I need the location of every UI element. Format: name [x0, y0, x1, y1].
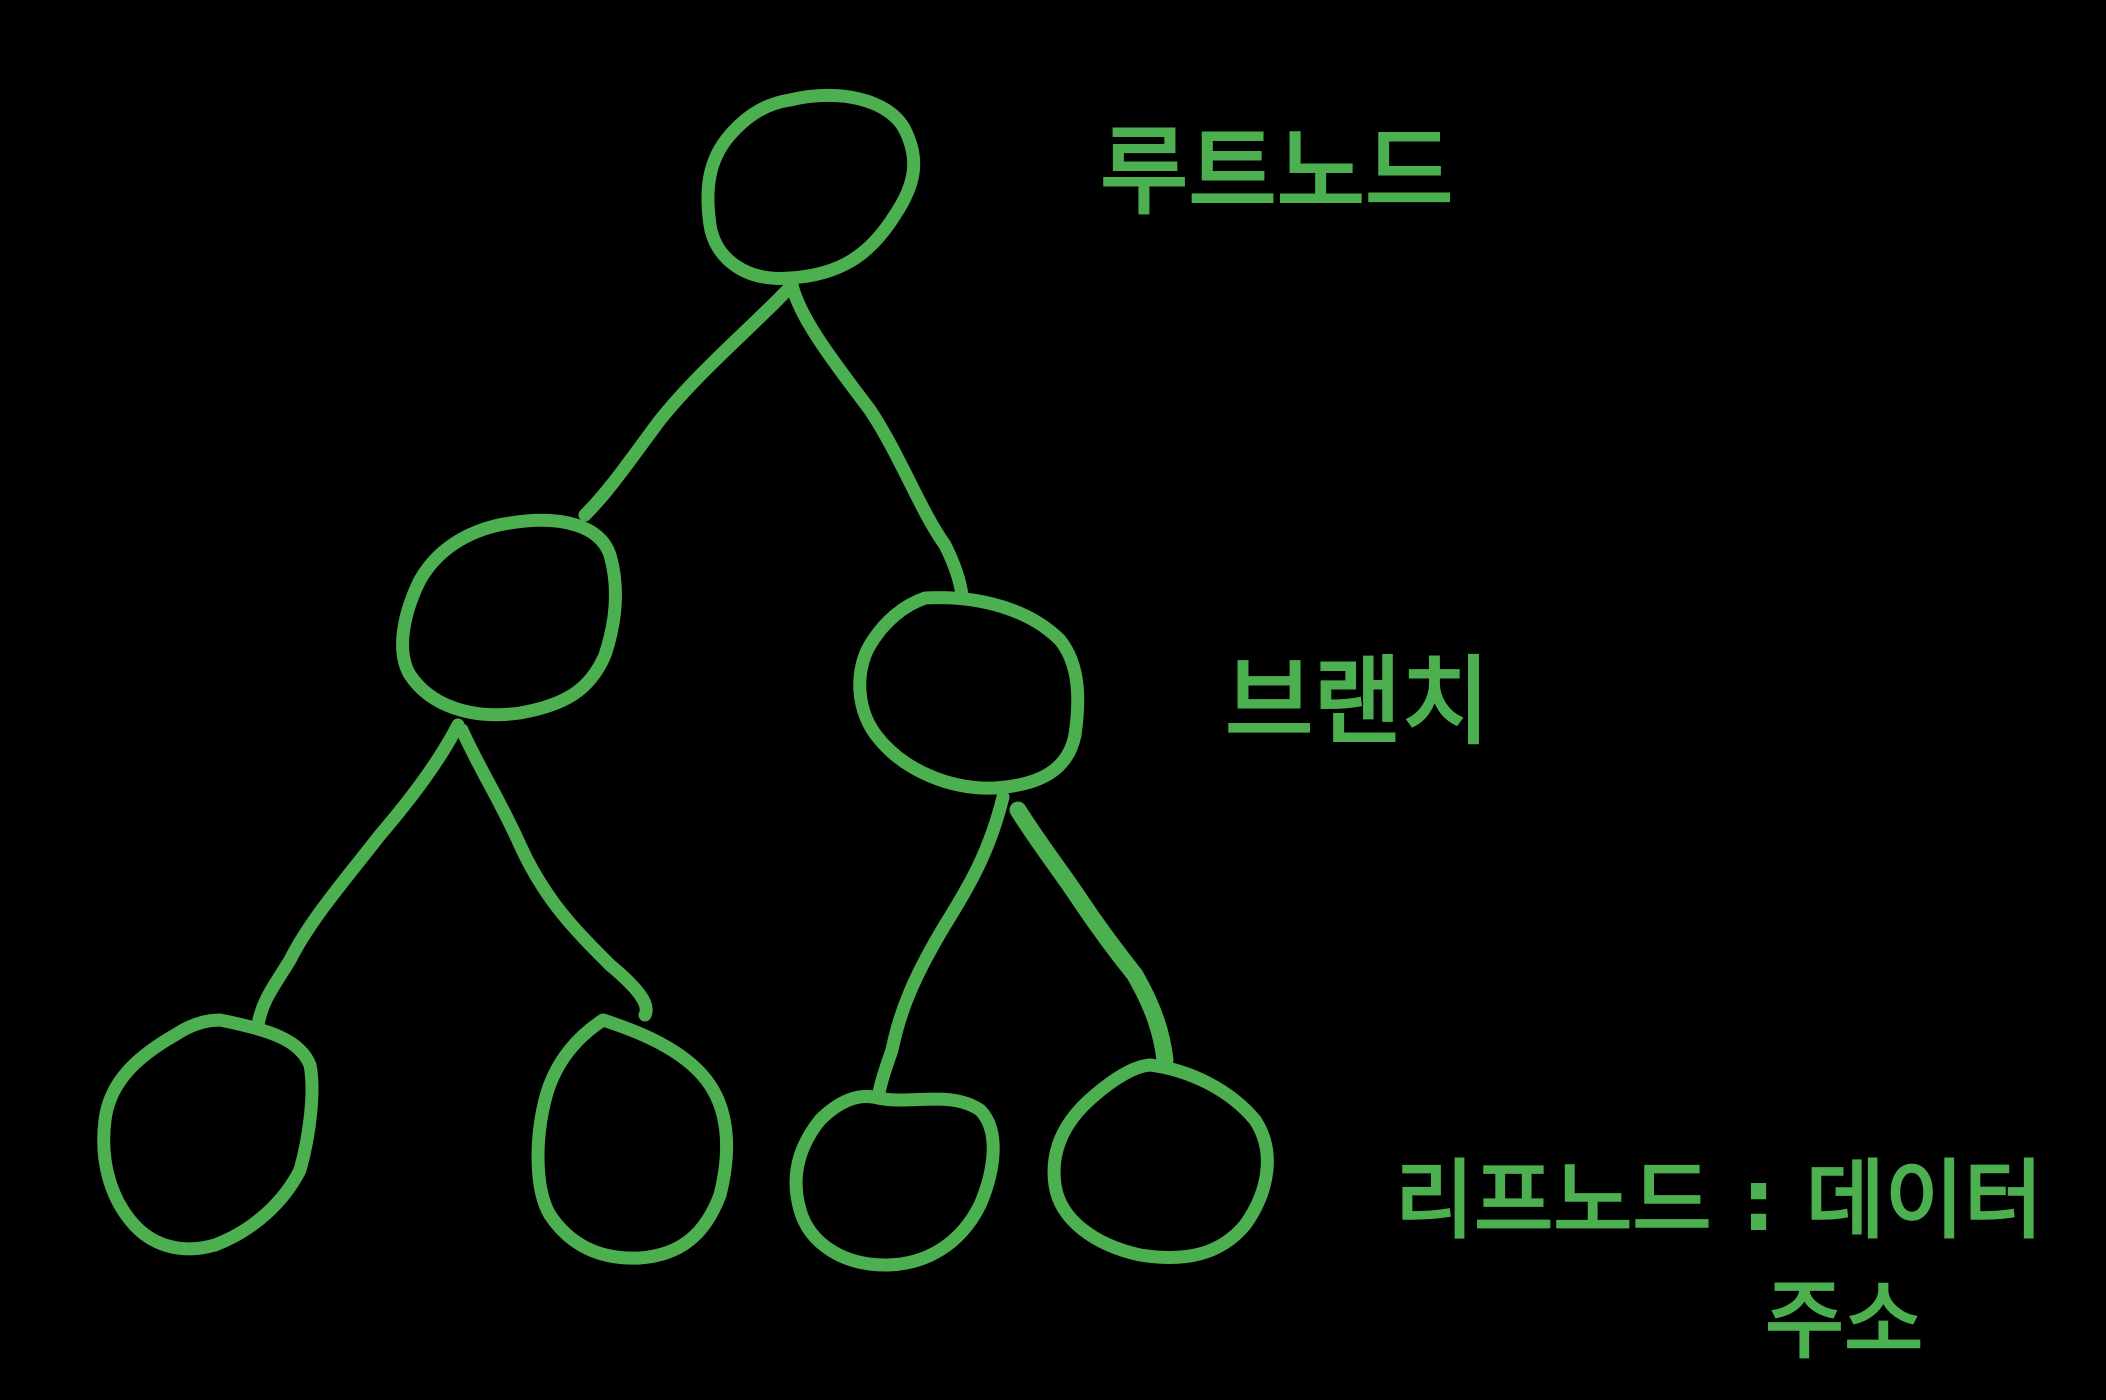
edge-left-leftright — [455, 723, 653, 1022]
node-left-right — [531, 1013, 733, 1265]
root-label: 루트노드 — [1100, 116, 1453, 228]
node-right — [853, 591, 1085, 795]
node-right-right — [1047, 1058, 1274, 1264]
node-left — [396, 513, 622, 722]
node-right-left — [789, 1089, 1000, 1272]
branch-label: 브랜치 — [1225, 646, 1490, 758]
edge-root-right — [785, 278, 969, 602]
edge-right-rightright — [1009, 801, 1174, 1069]
edge-left-leftleft — [251, 718, 465, 1032]
leaf-label-line1: 리프노드 : 데이터 — [1395, 1151, 2043, 1251]
node-root — [701, 88, 921, 285]
edge-root-left — [578, 278, 799, 522]
leaf-label-line2: 주소 — [1765, 1271, 1923, 1371]
edge-right-rightleft — [871, 790, 1010, 1105]
node-left-left — [97, 1013, 319, 1256]
